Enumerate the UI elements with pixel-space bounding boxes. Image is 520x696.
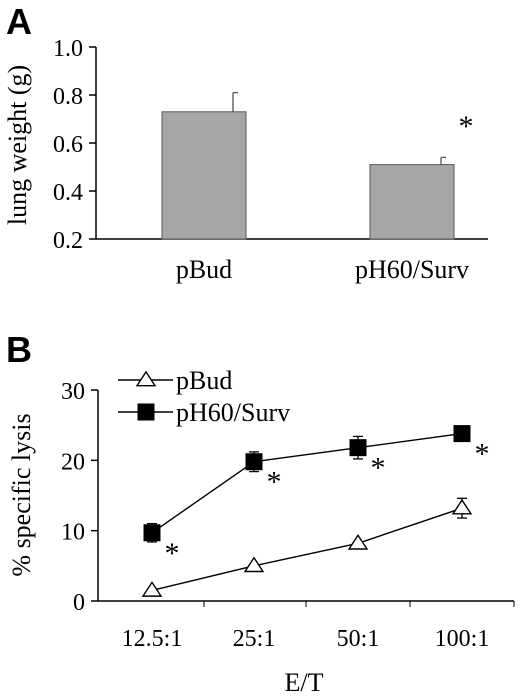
- panel-b-significance-marker: *: [267, 466, 282, 499]
- panel-b-significance-marker: *: [475, 438, 490, 471]
- panel-a-x-tick-label: pH60/Surv: [355, 255, 469, 284]
- panel-b-marker-square: [137, 403, 155, 421]
- panel-a-y-tick-label: 1.0: [53, 36, 83, 62]
- panel-b-x-labels: 12.5:1 25:1 50:1 100:1: [122, 601, 515, 652]
- panel-a-y-tick-label: 0.6: [53, 132, 83, 158]
- panel-b-marker-triangle: [243, 556, 265, 573]
- panel-b-x-tick-label: 12.5:1: [122, 626, 183, 652]
- panel-b-marker-square: [453, 425, 471, 443]
- panel-b-xlabel: E/T: [285, 668, 324, 696]
- panel-b-x-tick-label: 100:1: [435, 626, 490, 652]
- panel-b-marker-triangle: [347, 533, 369, 550]
- panel-b-x-tick-label: 25:1: [233, 626, 276, 652]
- panel-a-x-labels: pBud pH60/Surv: [176, 255, 469, 284]
- panel-b-series: * * * *: [141, 425, 490, 597]
- panel-a-significance-marker: *: [459, 110, 474, 143]
- panel-b-series-line: [151, 432, 463, 534]
- panel-a-x-tick-label: pBud: [176, 255, 232, 284]
- panel-b-marker-triangle: [451, 498, 473, 515]
- panel-a-label: A: [6, 1, 32, 42]
- panel-b-ylabel: % specific lysis: [7, 413, 36, 576]
- panel-b-marker-square: [143, 524, 161, 542]
- panel-b-series-line: [151, 507, 463, 592]
- panel-b-y-tick-label: 10: [61, 520, 85, 546]
- panel-a-ylabel: lung weight (g): [3, 65, 32, 225]
- panel-b-significance-marker: *: [371, 452, 386, 485]
- panel-a-bar: [161, 111, 247, 240]
- panel-a-bar: [369, 164, 455, 240]
- panel-b-label: B: [6, 329, 32, 370]
- panel-b-marker-triangle: [141, 581, 163, 597]
- panel-b-y-tick-label: 0: [73, 590, 85, 616]
- panel-b-y-tick-label: 30: [61, 379, 85, 405]
- panel-b: B % specific lysis 0 10 20 30 * * * * pBud pH60…: [6, 329, 515, 696]
- panel-a-y-tick-label: 0.8: [53, 84, 83, 110]
- panel-b-y-tick-label: 20: [61, 449, 85, 475]
- panel-b-y-axis: 0 10 20 30: [61, 379, 514, 616]
- panel-b-legend-label: pH60/Surv: [176, 398, 290, 427]
- panel-a-bars: *: [161, 91, 474, 240]
- panel-b-significance-marker: *: [165, 537, 180, 570]
- panel-a: A lung weight (g) 0.2 0.4 0.6 0.8 1.0 * pBud…: [3, 1, 488, 284]
- panel-b-x-tick-label: 50:1: [337, 626, 380, 652]
- panel-b-marker-square: [245, 453, 263, 471]
- panel-a-y-tick-label: 0.4: [53, 180, 83, 206]
- panel-b-marker-triangle: [135, 370, 157, 387]
- panel-b-marker-square: [349, 439, 367, 457]
- panel-b-legend-label: pBud: [176, 366, 232, 395]
- panel-a-y-tick-label: 0.2: [53, 228, 83, 254]
- panel-a-y-axis: 0.2 0.4 0.6 0.8 1.0: [53, 36, 488, 254]
- panel-b-legend: pBud pH60/Surv: [118, 366, 290, 427]
